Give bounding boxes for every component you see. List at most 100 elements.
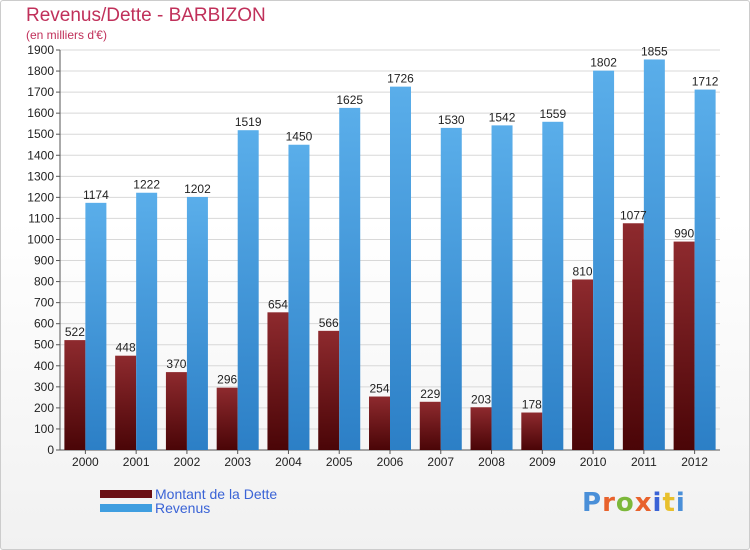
legend-swatch-revenus <box>100 504 152 512</box>
logo-letter: t <box>662 488 676 518</box>
legend-label-revenus: Revenus <box>155 500 211 516</box>
logo-letter: x <box>634 488 653 518</box>
data-label-revenus: 1530 <box>438 113 465 127</box>
bar-dette <box>673 241 695 450</box>
bar-dette <box>165 372 187 450</box>
y-tick-label: 1900 <box>27 43 54 57</box>
bar-revenus <box>237 130 259 451</box>
x-tick-label: 2003 <box>224 455 251 469</box>
bar-dette <box>572 279 594 450</box>
legend-item-revenus: Revenus <box>100 500 211 516</box>
bar-revenus <box>288 144 310 450</box>
bar-revenus <box>440 127 462 450</box>
y-tick-label: 1100 <box>28 211 54 225</box>
chart-title: Revenus/Dette - BARBIZON <box>26 5 266 26</box>
data-label-revenus: 1450 <box>286 130 313 144</box>
logo-letter: o <box>615 488 635 518</box>
x-tick-label: 2007 <box>427 455 454 469</box>
data-label-revenus: 1625 <box>336 93 363 107</box>
bar-revenus <box>390 86 411 450</box>
y-tick-label: 1300 <box>27 169 54 183</box>
bar-revenus <box>593 70 615 450</box>
data-label-dette: 203 <box>471 392 491 406</box>
data-label-revenus: 1712 <box>692 75 719 89</box>
logo-letter: r <box>602 488 616 518</box>
bar-dette <box>622 223 644 450</box>
logo-letter: P <box>582 488 603 518</box>
axes: 0 100 200 300 400 500 600 700 800 900 1000 1100 1200… <box>27 43 720 469</box>
y-tick-label: 100 <box>34 422 54 436</box>
bar-dette <box>521 412 543 450</box>
logo-letter: i <box>652 488 663 518</box>
x-tick-label: 2008 <box>478 455 505 469</box>
bars <box>64 59 716 451</box>
data-label-revenus: 1855 <box>641 44 668 58</box>
bar-revenus <box>85 202 107 450</box>
y-tick-label: 500 <box>34 338 54 352</box>
data-label-dette: 522 <box>65 325 85 339</box>
x-tick-label: 2006 <box>377 455 404 469</box>
data-label-dette: 254 <box>369 382 389 396</box>
data-label-revenus: 1202 <box>184 182 211 196</box>
y-tick-label: 200 <box>34 401 54 415</box>
data-label-revenus: 1519 <box>235 115 262 129</box>
y-tick-label: 1400 <box>27 148 54 162</box>
x-tick-label: 2012 <box>681 455 708 469</box>
y-tick-label: 0 <box>47 443 54 457</box>
y-tick-label: 700 <box>34 296 54 310</box>
bar-revenus <box>542 121 564 450</box>
proxiti-logo: Proxiti <box>582 488 686 518</box>
data-label-dette: 370 <box>166 357 186 371</box>
bar-dette <box>216 387 238 450</box>
x-tick-label: 2004 <box>275 455 302 469</box>
bar-dette <box>267 312 289 450</box>
x-tick-label: 2011 <box>631 455 657 469</box>
bar-revenus <box>136 192 158 450</box>
data-label-revenus: 1222 <box>133 178 160 192</box>
data-label-dette: 566 <box>319 316 339 330</box>
data-label-revenus: 1802 <box>590 56 617 70</box>
data-label-dette: 1077 <box>620 208 647 222</box>
y-tick-label: 1700 <box>27 85 54 99</box>
y-tick-label: 600 <box>34 317 54 331</box>
x-tick-label: 2009 <box>529 455 556 469</box>
bar-revenus <box>694 89 716 450</box>
bar-revenus <box>339 107 361 450</box>
data-label-revenus: 1559 <box>539 107 566 121</box>
chart-subtitle: (en milliers d'€) <box>26 28 107 42</box>
legend-label-dette: Montant de la Dette <box>155 486 278 502</box>
y-tick-label: 1000 <box>27 232 54 246</box>
legend-swatch-dette <box>100 490 152 498</box>
bar-dette <box>318 330 340 450</box>
x-tick-label: 2010 <box>580 455 607 469</box>
data-label-revenus: 1174 <box>83 188 109 202</box>
data-label-revenus: 1542 <box>489 110 516 124</box>
data-label-revenus: 1726 <box>387 72 414 86</box>
x-tick-label: 2000 <box>72 455 99 469</box>
y-tick-label: 900 <box>34 254 54 268</box>
bar-revenus <box>643 59 665 450</box>
x-tick-label: 2005 <box>326 455 353 469</box>
bar-dette <box>115 355 137 450</box>
data-label-dette: 990 <box>674 227 694 241</box>
y-tick-label: 1600 <box>27 106 54 120</box>
data-label-dette: 229 <box>420 387 440 401</box>
data-labels: 522 1174 448 1222 370 1202 296 1519 654 1450 566 16… <box>65 44 719 411</box>
y-tick-label: 400 <box>34 359 54 373</box>
bar-revenus <box>491 125 513 451</box>
logo-letter: i <box>675 488 686 518</box>
y-tick-label: 1200 <box>27 190 54 204</box>
data-label-dette: 296 <box>217 373 237 387</box>
data-label-dette: 810 <box>573 264 593 278</box>
y-tick-label: 1800 <box>27 64 54 78</box>
y-tick-label: 800 <box>34 275 54 289</box>
bar-revenus <box>186 196 208 450</box>
bar-dette <box>470 407 492 450</box>
bar-dette <box>64 340 86 450</box>
x-tick-label: 2001 <box>123 455 150 469</box>
y-tick-label: 1500 <box>27 127 54 141</box>
data-label-dette: 448 <box>116 341 136 355</box>
x-tick-label: 2002 <box>174 455 201 469</box>
y-tick-label: 300 <box>34 380 54 394</box>
